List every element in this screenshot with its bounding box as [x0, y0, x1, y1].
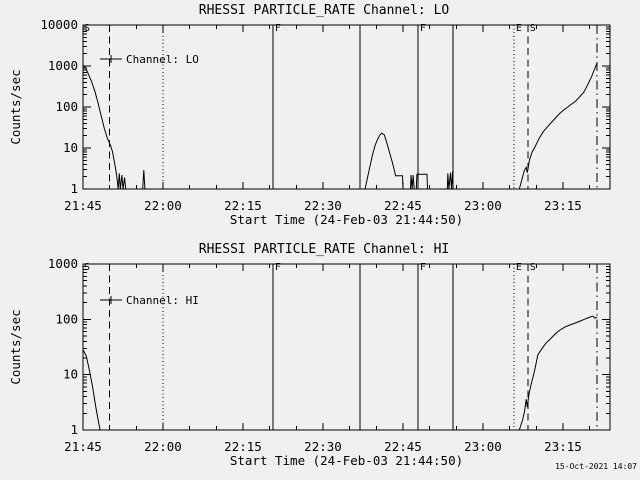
flag-label: S [530, 23, 536, 34]
x-tick-label: 22:30 [304, 198, 342, 213]
plot-title: RHESSI PARTICLE_RATE Channel: HI [199, 242, 449, 257]
x-tick-label: 23:15 [544, 439, 582, 454]
hi-curve [82, 315, 598, 431]
y-tick-label: 1 [70, 181, 78, 196]
x-tick-label: 22:30 [304, 439, 342, 454]
x-tick-label: 23:15 [544, 198, 582, 213]
x-tick-label: 23:00 [464, 439, 502, 454]
flag-label: F [275, 262, 281, 273]
plot-title: RHESSI PARTICLE_RATE Channel: LO [199, 3, 450, 18]
flag-label: E [516, 262, 522, 273]
creation-timestamp: 15-Oct-2021 14:07 [555, 462, 637, 471]
legend-label: Channel: LO [126, 53, 199, 66]
flag-label: F [420, 262, 426, 273]
x-tick-label: 22:15 [224, 439, 262, 454]
y-tick-label: 100 [55, 99, 78, 114]
x-tick-label: 22:45 [384, 198, 422, 213]
x-axis-title: Start Time (24-Feb-03 21:44:50) [230, 212, 463, 227]
y-axis-title: Counts/sec [8, 309, 23, 384]
hi-plot: 1 10 100 1000 21:45 22:00 22:15 22:30 22:45 23:00… [8, 242, 611, 468]
x-tick-label: 23:00 [464, 198, 502, 213]
flag-label: S [530, 262, 536, 273]
flag-label: E [516, 23, 522, 34]
y-tick-label: 1 [70, 422, 78, 437]
flag-label: F [275, 23, 281, 34]
lo-frame [82, 24, 611, 190]
x-tick-label: 21:45 [64, 198, 102, 213]
legend-label: Channel: HI [126, 294, 199, 307]
y-tick-label: 1000 [48, 58, 78, 73]
y-tick-label: 100 [55, 311, 78, 326]
x-tick-label: 21:45 [64, 439, 102, 454]
x-tick-label: 22:45 [384, 439, 422, 454]
flag-label: F [420, 23, 426, 34]
y-axis-title: Counts/sec [8, 69, 23, 144]
hi-frame [82, 263, 611, 431]
y-tick-label: 1000 [48, 256, 78, 271]
corner-flag-label: S [84, 23, 90, 34]
lo-curve [82, 62, 598, 190]
x-tick-label: 22:00 [144, 198, 182, 213]
y-tick-label: 10 [63, 367, 78, 382]
y-tick-label: 10 [63, 140, 78, 155]
y-tick-label: 10000 [40, 17, 78, 32]
x-tick-label: 22:00 [144, 439, 182, 454]
x-tick-label: 22:15 [224, 198, 262, 213]
lo-plot: 1 10 100 1000 10000 21:45 22:00 22:15 22:30 22:45… [8, 3, 611, 227]
corner-flag-label: S [84, 262, 90, 273]
x-axis-title: Start Time (24-Feb-03 21:44:50) [230, 453, 463, 468]
